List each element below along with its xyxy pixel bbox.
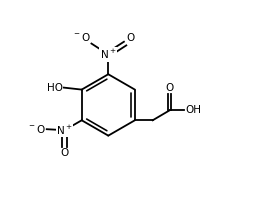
Text: $^-$O: $^-$O [72,30,91,43]
Text: N$^+$: N$^+$ [56,124,73,137]
Text: N$^+$: N$^+$ [100,48,117,61]
Text: OH: OH [185,105,201,115]
Text: O: O [60,148,69,158]
Text: O: O [126,32,134,43]
Text: $^-$O: $^-$O [27,123,46,135]
Text: HO: HO [47,83,63,93]
Text: O: O [165,83,174,93]
